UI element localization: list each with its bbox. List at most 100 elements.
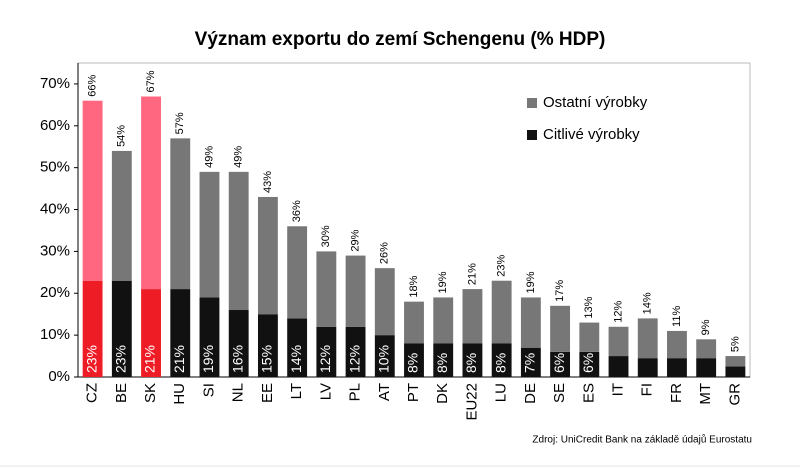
y-tick-label: 0% <box>48 368 70 385</box>
bar-value-label: 12% <box>317 345 333 373</box>
bar-segment <box>404 343 424 377</box>
bar-value-label: 21% <box>142 345 158 373</box>
total-label: 36% <box>291 200 303 222</box>
total-label: 18% <box>408 275 420 297</box>
bar-segment <box>433 297 454 344</box>
bar-value-label: 10% <box>375 345 391 373</box>
y-tick-label: 60% <box>40 117 70 134</box>
total-label: 13% <box>583 296 595 318</box>
x-tick-label: EU22 <box>463 383 480 421</box>
total-label: 11% <box>671 306 683 327</box>
total-label: 54% <box>116 125 128 147</box>
bar-segment <box>257 196 278 315</box>
total-label: 19% <box>525 271 537 293</box>
bar-segment <box>667 330 687 359</box>
y-tick-label: 10% <box>40 326 70 343</box>
x-tick-label: DK <box>434 383 451 404</box>
x-tick-label: PT <box>405 383 422 402</box>
x-tick-label: MT <box>697 383 714 405</box>
y-tick-label: 50% <box>40 159 70 176</box>
x-tick-label: FI <box>639 383 656 396</box>
bar-value-label: 8% <box>463 353 479 373</box>
x-tick-label: PL <box>347 383 364 401</box>
total-label: 29% <box>349 229 361 251</box>
bar-value-label: 23% <box>83 345 99 373</box>
x-tick-label: SE <box>551 383 568 403</box>
bar-segment <box>725 356 746 367</box>
chart-title: Význam exportu do zemí Schengenu (% HDP) <box>195 29 606 50</box>
total-label: 14% <box>642 292 654 314</box>
legend-label: Ostatní výrobky <box>543 94 648 111</box>
legend-swatch <box>527 98 537 108</box>
bar-segment <box>520 347 541 377</box>
bar-segment <box>199 171 220 298</box>
bar-segment <box>82 280 103 377</box>
bar-value-label: 7% <box>522 353 538 373</box>
bar-segment <box>491 343 512 377</box>
x-tick-label: GR <box>726 383 743 406</box>
total-label: 23% <box>496 254 508 276</box>
total-label: 67% <box>145 70 157 92</box>
bar-segment <box>141 96 161 290</box>
total-label: 19% <box>437 271 449 293</box>
bar-value-label: 21% <box>171 345 187 373</box>
bar-segment <box>696 358 717 377</box>
bar-segment <box>491 280 512 344</box>
bar-segment <box>170 289 191 377</box>
x-tick-label: NL <box>230 383 247 402</box>
bar-segment <box>141 289 161 377</box>
x-tick-label: LU <box>493 383 510 402</box>
total-label: 5% <box>729 336 741 352</box>
x-tick-label: EE <box>259 383 276 403</box>
x-tick-label: CZ <box>84 383 101 403</box>
bar-value-label: 6% <box>551 353 567 373</box>
bar-value-label: 8% <box>405 353 421 373</box>
bar-value-label: 16% <box>229 345 245 373</box>
x-tick-label: ES <box>580 383 597 403</box>
bar-segment <box>608 356 629 377</box>
total-label: 57% <box>174 112 186 134</box>
x-tick-label: IT <box>609 383 626 396</box>
y-tick-label: 40% <box>40 201 70 218</box>
bar-segment <box>345 255 366 327</box>
y-tick-label: 30% <box>40 242 70 259</box>
total-label: 66% <box>87 74 99 96</box>
bar-segment <box>404 301 424 344</box>
bar-segment <box>316 251 337 327</box>
x-tick-label: LV <box>317 383 334 400</box>
bar-value-label: 14% <box>288 345 304 373</box>
total-label: 30% <box>320 225 332 247</box>
bar-segment <box>170 138 191 290</box>
bar-value-label: 12% <box>346 345 362 373</box>
bar-value-label: 23% <box>113 345 129 373</box>
x-tick-label: FR <box>668 383 685 403</box>
bar-value-label: 15% <box>259 345 275 373</box>
bar-segment <box>725 366 746 377</box>
y-tick-label: 70% <box>40 75 70 92</box>
bar-segment <box>637 358 658 377</box>
bar-segment <box>579 351 600 377</box>
bar-segment <box>316 326 337 377</box>
total-label: 9% <box>700 319 712 335</box>
total-label: 17% <box>554 280 566 302</box>
bar-segment <box>374 335 395 377</box>
x-tick-label: SK <box>142 383 159 403</box>
legend-label: Citlivé výrobky <box>543 126 640 143</box>
total-label: 49% <box>233 146 245 168</box>
bar-segment <box>287 226 308 319</box>
legend-swatch <box>527 130 537 140</box>
bar-segment <box>287 318 308 377</box>
bar-segment <box>433 343 454 377</box>
total-label: 43% <box>262 171 274 193</box>
bar-segment <box>228 171 249 311</box>
bar-value-label: 8% <box>492 353 508 373</box>
bar-segment <box>257 314 278 377</box>
bar-segment <box>111 280 132 377</box>
bar-segment <box>462 289 483 344</box>
bar-value-label: 6% <box>580 353 596 373</box>
bar-segment <box>637 318 658 359</box>
bar-segment <box>667 358 687 377</box>
bar-value-label: 19% <box>200 345 216 373</box>
x-tick-label: SI <box>200 383 217 397</box>
